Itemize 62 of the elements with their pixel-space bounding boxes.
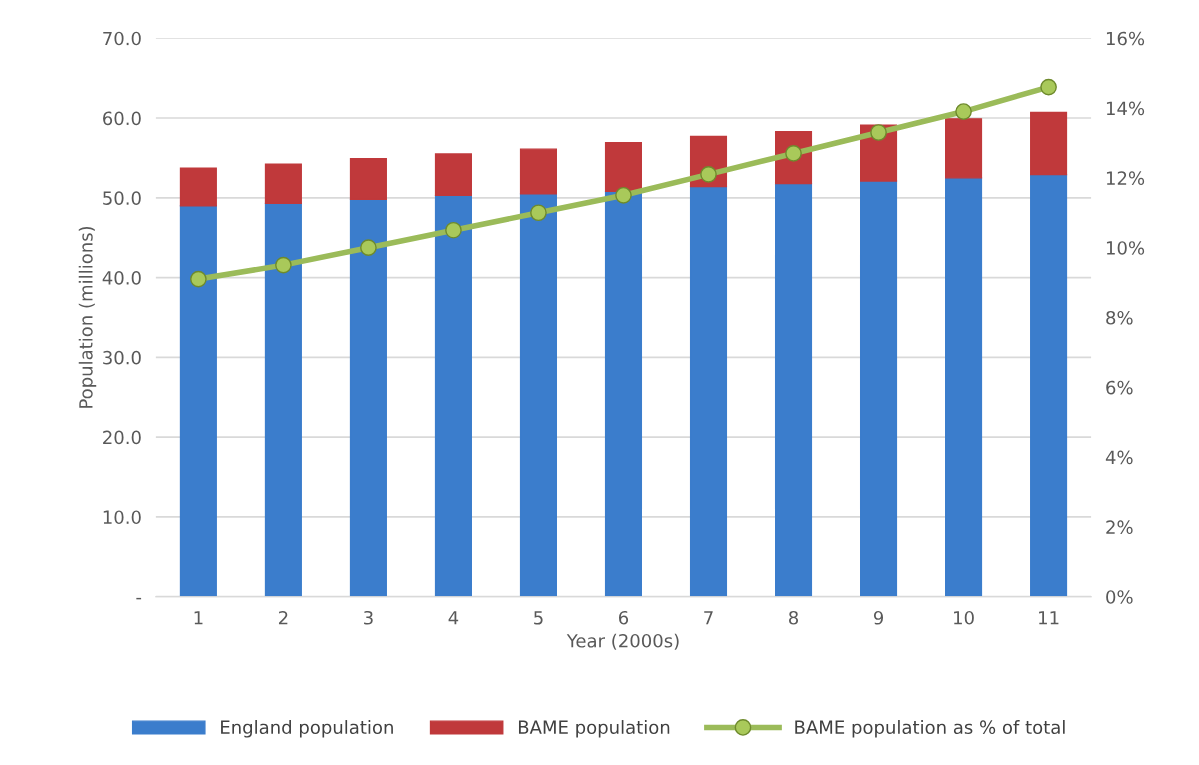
y-tick-label: 70.0: [103, 31, 141, 46]
point: [955, 103, 972, 120]
x-tick-label: 4: [448, 611, 459, 625]
x-axis-title: Year (2000s): [566, 633, 679, 650]
bar: [604, 190, 643, 597]
bar: [264, 202, 302, 597]
y-tick-label: 20.0: [103, 430, 141, 445]
y2-tick-label: 6%: [1106, 380, 1133, 395]
bar: [945, 177, 983, 597]
point: [190, 270, 207, 288]
bar: [519, 193, 558, 597]
bar: [179, 167, 217, 207]
bar: [1030, 173, 1068, 597]
x-tick-label: 2: [278, 610, 288, 625]
point: [530, 204, 547, 222]
bar: [604, 142, 643, 193]
x-tick-label: 1: [194, 611, 203, 625]
legend-label: England population: [221, 720, 393, 738]
y2-tick-label: 14%: [1106, 101, 1145, 116]
point: [275, 256, 292, 274]
y-tick-label: 40.0: [102, 271, 141, 285]
bar: [519, 148, 558, 195]
point: [615, 186, 632, 204]
x-tick-label: 9: [873, 610, 884, 625]
bar: [349, 198, 387, 597]
bar: [945, 118, 983, 179]
y-tick-label: 60.0: [103, 111, 141, 126]
x-tick-label: 11: [1039, 611, 1059, 625]
y-axis-title: Population (millions): [78, 226, 97, 408]
x-tick-label: 5: [534, 611, 543, 625]
bar: [434, 153, 472, 197]
x-tick-label: 10: [954, 610, 974, 625]
point: [870, 124, 887, 141]
x-tick-label: 6: [619, 610, 629, 625]
y-tick-label: 30.0: [103, 350, 141, 365]
y-tick-label: 10.0: [103, 510, 141, 525]
bar: [179, 205, 217, 597]
y2-tick-label: 12%: [1106, 171, 1145, 185]
y2-tick-label: 4%: [1105, 450, 1133, 465]
y-tick-label: -: [136, 597, 142, 600]
legend-label: BAME population as % of total: [795, 720, 1065, 738]
bar: [1030, 111, 1068, 176]
bar: [349, 158, 387, 201]
bar: [774, 182, 813, 597]
x-tick-label: 8: [789, 610, 799, 625]
point: [360, 239, 377, 257]
point: [445, 221, 462, 239]
x-tick-label: 7: [704, 611, 713, 625]
bar: [434, 194, 472, 597]
bar: [264, 163, 302, 205]
x-tick-label: 3: [364, 610, 373, 625]
bar: [689, 185, 728, 597]
legend-label: BAME population: [518, 720, 670, 738]
point: [1040, 78, 1057, 96]
y2-tick-label: 8%: [1106, 310, 1133, 325]
y2-tick-label: 0%: [1106, 590, 1133, 604]
bar: [859, 180, 898, 597]
y2-tick-label: 16%: [1106, 31, 1145, 46]
y2-tick-label: 10%: [1106, 241, 1145, 255]
y-tick-label: 50.0: [103, 191, 141, 205]
point: [700, 166, 717, 183]
y2-tick-label: 2%: [1106, 520, 1133, 535]
